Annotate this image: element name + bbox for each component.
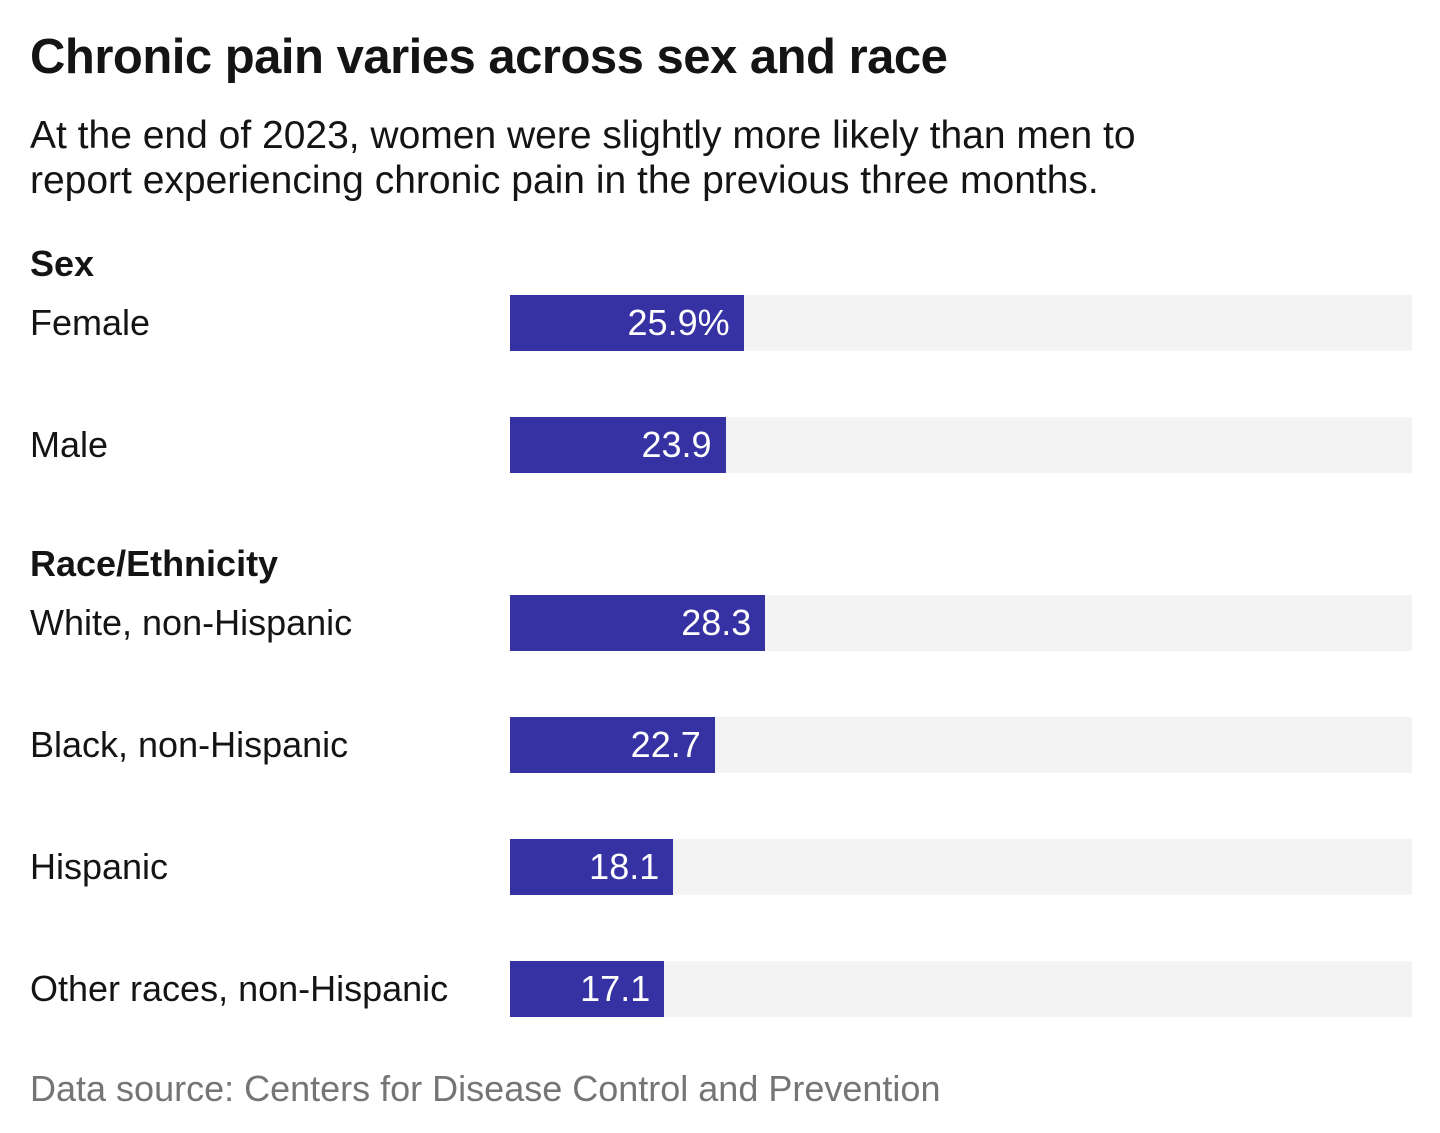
row-label: White, non-Hispanic: [30, 602, 353, 644]
bar-fill: 28.3: [510, 594, 766, 651]
chart-subtitle-line-2: report experiencing chronic pain in the …: [30, 158, 1099, 202]
bar-track: 23.9: [510, 416, 1412, 473]
group-header: Race/Ethnicity: [30, 542, 279, 584]
row-label: Hispanic: [30, 846, 169, 888]
row-label: Black, non-Hispanic: [30, 724, 349, 766]
row-label: Other races, non-Hispanic: [30, 968, 449, 1010]
bar-value-label: 18.1: [589, 845, 660, 887]
chart-groups: Sex Female 25.9% Male 23.9 Race/Ethnicity Whit…: [30, 243, 1412, 1017]
bar-track: 28.3: [510, 594, 1412, 651]
bar-track: 25.9%: [510, 294, 1412, 351]
bar-row: Hispanic 18.1: [30, 838, 1412, 895]
bar-track: 18.1: [510, 838, 1412, 895]
bar-fill: 25.9%: [510, 294, 744, 351]
bar-value-label: 28.3: [681, 601, 752, 643]
bar-row: Black, non-Hispanic 22.7: [30, 716, 1412, 773]
bar-value-label: 25.9%: [627, 301, 730, 343]
bar-row: Male 23.9: [30, 416, 1412, 473]
chart-subtitle-line-1: At the end of 2023, women were slightly …: [30, 113, 1136, 157]
bar-track: 22.7: [510, 716, 1412, 773]
bar-fill: 17.1: [510, 960, 665, 1017]
row-label: Male: [30, 424, 109, 466]
bar-value-label: 23.9: [641, 423, 712, 465]
bar-fill: 18.1: [510, 838, 674, 895]
chart-title: Chronic pain varies across sex and race: [30, 30, 948, 84]
bar-row: Other races, non-Hispanic 17.1: [30, 960, 1412, 1017]
chart-subtitle: At the end of 2023, women were slightly …: [30, 113, 1412, 203]
bar-fill: 23.9: [510, 416, 726, 473]
bar-value-label: 17.1: [580, 967, 651, 1009]
bar-row: White, non-Hispanic 28.3: [30, 594, 1412, 651]
row-label: Female: [30, 302, 151, 344]
group-header: Sex: [30, 242, 95, 284]
bar-value-label: 22.7: [630, 723, 701, 765]
bar-row: Female 25.9%: [30, 294, 1412, 351]
data-source: Data source: Centers for Disease Control…: [30, 1067, 941, 1109]
bar-group: Race/Ethnicity White, non-Hispanic 28.3 Bla…: [30, 543, 1412, 1017]
bar-track: 17.1: [510, 960, 1412, 1017]
bar-group: Sex Female 25.9% Male 23.9: [30, 243, 1412, 473]
bar-fill: 22.7: [510, 716, 715, 773]
